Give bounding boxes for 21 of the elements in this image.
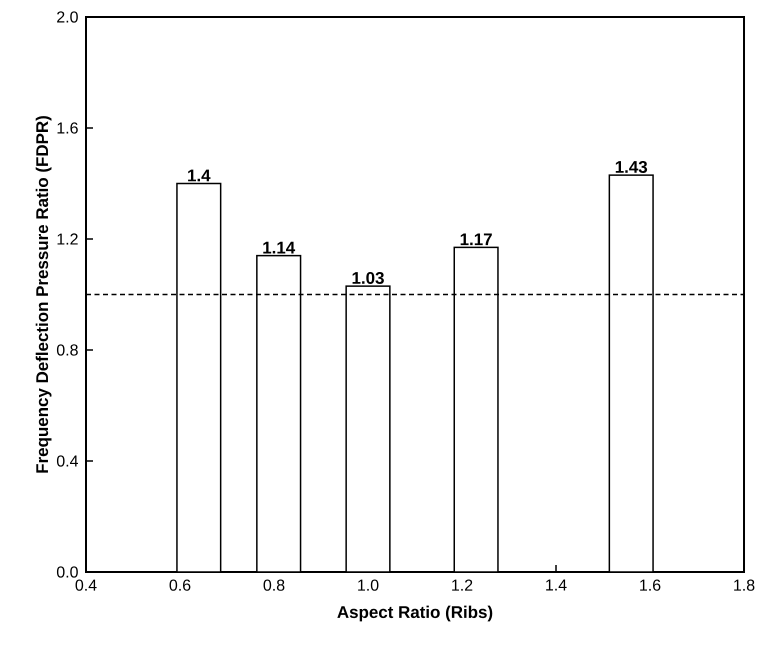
x-tick-label: 1.0 xyxy=(358,580,378,591)
x-tick-label: 1.2 xyxy=(452,580,472,591)
data-label: 1.43 xyxy=(616,160,648,173)
y-axis-title: Frequency Deflection Pressure Ratio (FDPR) xyxy=(36,116,52,473)
y-tick-label: 0.0 xyxy=(56,566,78,578)
y-tick-label: 1.6 xyxy=(58,122,78,134)
data-label: 1.14 xyxy=(263,242,296,254)
x-tick-label: 0.8 xyxy=(264,580,284,591)
data-label: 1.4 xyxy=(188,170,210,182)
y-tick-label: 0.4 xyxy=(56,455,78,467)
data-label: 1.03 xyxy=(352,272,384,284)
x-tick-label: 0.6 xyxy=(170,580,190,591)
y-tick-label: 1.2 xyxy=(58,233,78,245)
y-tick-label: 2.0 xyxy=(57,11,78,23)
x-tick-label: 1.8 xyxy=(734,580,754,591)
data-label: 1.17 xyxy=(460,233,492,246)
x-tick-label: 1.4 xyxy=(546,580,567,590)
x-tick-label: 0.4 xyxy=(76,580,97,591)
y-tick-label: 0.8 xyxy=(56,344,78,356)
x-axis-title: Aspect Ratio (Ribs) xyxy=(337,606,492,622)
x-tick-label: 1.6 xyxy=(640,580,660,591)
